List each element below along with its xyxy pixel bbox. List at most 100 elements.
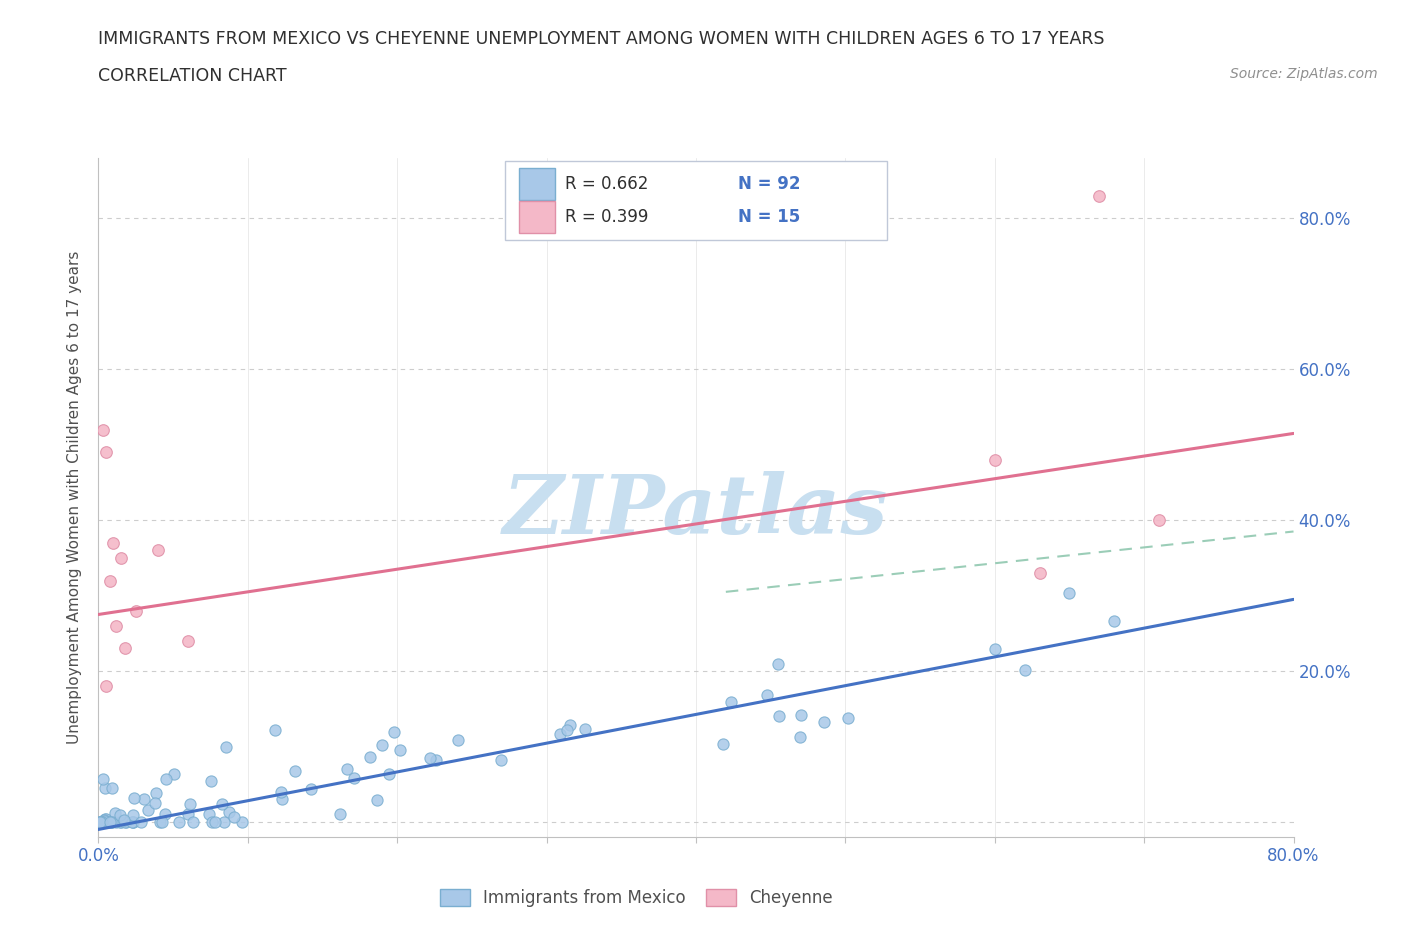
Point [755, 687, 778, 702]
Point [121, 815, 143, 830]
Point [204, 815, 226, 830]
Point [90, 815, 112, 830]
FancyBboxPatch shape [519, 201, 555, 233]
Point [89, 815, 111, 830]
Point [790, 708, 813, 723]
Point [100, 573, 122, 588]
Point [122, 791, 145, 806]
Point [201, 815, 224, 830]
Point [125, 604, 148, 618]
Point [1147, 512, 1170, 527]
Point [813, 715, 835, 730]
Point [343, 770, 366, 785]
Point [96, 815, 118, 830]
Point [110, 551, 132, 565]
Point [768, 709, 790, 724]
Y-axis label: Unemployment Among Women with Children Ages 6 to 17 years: Unemployment Among Women with Children A… [67, 251, 83, 744]
Text: N = 15: N = 15 [738, 208, 800, 226]
Point [1104, 614, 1126, 629]
Point [104, 815, 127, 830]
Point [720, 694, 742, 709]
Point [153, 806, 176, 821]
Point [425, 752, 447, 767]
Point [329, 806, 352, 821]
Point [200, 774, 222, 789]
Point [110, 815, 132, 830]
Point [89, 815, 111, 830]
Point [100, 815, 122, 830]
Point [136, 803, 159, 817]
Point [115, 815, 138, 830]
Point [114, 815, 136, 830]
Point [91, 815, 114, 830]
Point [181, 815, 204, 830]
Point [837, 711, 859, 725]
Point [768, 657, 790, 671]
FancyBboxPatch shape [505, 162, 887, 240]
Point [211, 797, 233, 812]
Point [155, 772, 177, 787]
Point [94, 445, 117, 459]
Point [104, 805, 127, 820]
Point [93, 812, 115, 827]
FancyBboxPatch shape [519, 167, 555, 200]
Point [231, 815, 253, 830]
Point [150, 815, 173, 830]
Legend: Immigrants from Mexico, Cheyenne: Immigrants from Mexico, Cheyenne [440, 888, 832, 907]
Point [336, 762, 359, 777]
Point [89, 815, 111, 830]
Point [167, 815, 190, 830]
Point [360, 750, 382, 764]
Point [177, 633, 200, 648]
Text: CORRELATION CHART: CORRELATION CHART [98, 67, 287, 85]
Point [103, 536, 125, 551]
Point [121, 815, 143, 830]
Point [122, 807, 145, 822]
Point [447, 732, 470, 747]
Point [270, 785, 292, 800]
Point [145, 786, 167, 801]
Point [984, 642, 1007, 657]
Text: IMMIGRANTS FROM MEXICO VS CHEYENNE UNEMPLOYMENT AMONG WOMEN WITH CHILDREN AGES 6: IMMIGRANTS FROM MEXICO VS CHEYENNE UNEMP… [98, 30, 1105, 47]
Point [143, 796, 166, 811]
Point [555, 723, 578, 737]
Point [1059, 586, 1081, 601]
Point [121, 815, 143, 830]
Point [389, 742, 412, 757]
Point [371, 737, 394, 752]
Point [789, 729, 811, 744]
Text: N = 92: N = 92 [738, 175, 800, 193]
Point [94, 814, 117, 829]
Point [574, 722, 596, 737]
Point [419, 751, 441, 765]
Point [162, 766, 184, 781]
Point [96, 815, 118, 830]
Point [114, 641, 136, 656]
Point [98, 815, 121, 830]
Point [179, 796, 201, 811]
Point [108, 815, 131, 830]
Point [271, 791, 294, 806]
Point [108, 807, 131, 822]
Point [560, 717, 582, 732]
Point [94, 811, 117, 826]
Point [366, 792, 388, 807]
Point [149, 815, 172, 830]
Point [100, 815, 122, 830]
Point [218, 804, 240, 819]
Point [91, 422, 114, 437]
Text: R = 0.662: R = 0.662 [565, 175, 648, 193]
Point [984, 452, 1007, 467]
Point [131, 815, 153, 830]
Text: ZIPatlas: ZIPatlas [503, 472, 889, 551]
Text: Source: ZipAtlas.com: Source: ZipAtlas.com [1230, 67, 1378, 81]
Point [91, 771, 114, 786]
Point [215, 739, 238, 754]
Point [711, 737, 734, 751]
Point [94, 811, 117, 826]
Point [177, 806, 200, 821]
Point [222, 809, 245, 824]
Point [1088, 189, 1111, 204]
Point [284, 764, 307, 778]
Point [101, 815, 124, 830]
